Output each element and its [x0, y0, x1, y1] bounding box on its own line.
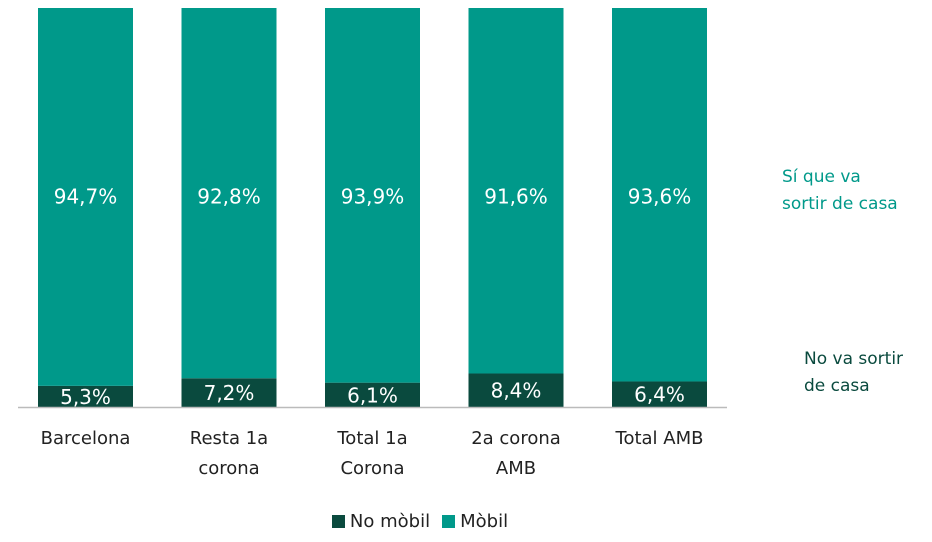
- bar-segment: [468, 373, 564, 407]
- annotation: No va sortir de casa: [804, 349, 904, 396]
- annotation: Sí que va sortir de casa: [782, 167, 898, 214]
- bar-segment: [325, 382, 420, 407]
- value-label: 5,3%: [60, 385, 111, 409]
- bar-segment: [612, 381, 707, 407]
- legend-label: Mòbil: [460, 511, 509, 532]
- value-label: 91,6%: [484, 185, 548, 209]
- bar-segment: [468, 8, 564, 374]
- value-label: 6,1%: [347, 383, 398, 407]
- value-label: 6,4%: [634, 383, 685, 407]
- bar-segment: [612, 8, 707, 382]
- legend-item: No mòbil: [331, 511, 431, 532]
- bar-segment: [38, 385, 133, 407]
- bar-segment: [181, 8, 277, 379]
- value-label: 8,4%: [491, 379, 542, 403]
- legend-item: Mòbil: [442, 511, 508, 532]
- legend-label: No mòbil: [349, 511, 431, 532]
- value-label: 93,6%: [628, 185, 692, 209]
- value-label: 94,7%: [54, 185, 118, 209]
- value-label: 7,2%: [204, 381, 255, 405]
- value-label: 93,9%: [341, 185, 405, 209]
- legend-swatch: [331, 515, 345, 528]
- x-tick-label: Total 1a Corona: [337, 428, 408, 479]
- x-tick-label: Resta 1a corona: [189, 428, 269, 479]
- bar-segment: [181, 378, 277, 407]
- x-tick-label: Total AMB: [615, 428, 704, 449]
- x-tick-label: Barcelona: [40, 428, 131, 449]
- bar-segment: [38, 8, 133, 386]
- x-tick-label: 2a corona AMB: [471, 428, 561, 479]
- value-label: 92,8%: [197, 185, 261, 209]
- legend: No mòbil Mòbil: [0, 511, 840, 532]
- bar-segment: [325, 8, 420, 383]
- legend-swatch: [442, 515, 456, 528]
